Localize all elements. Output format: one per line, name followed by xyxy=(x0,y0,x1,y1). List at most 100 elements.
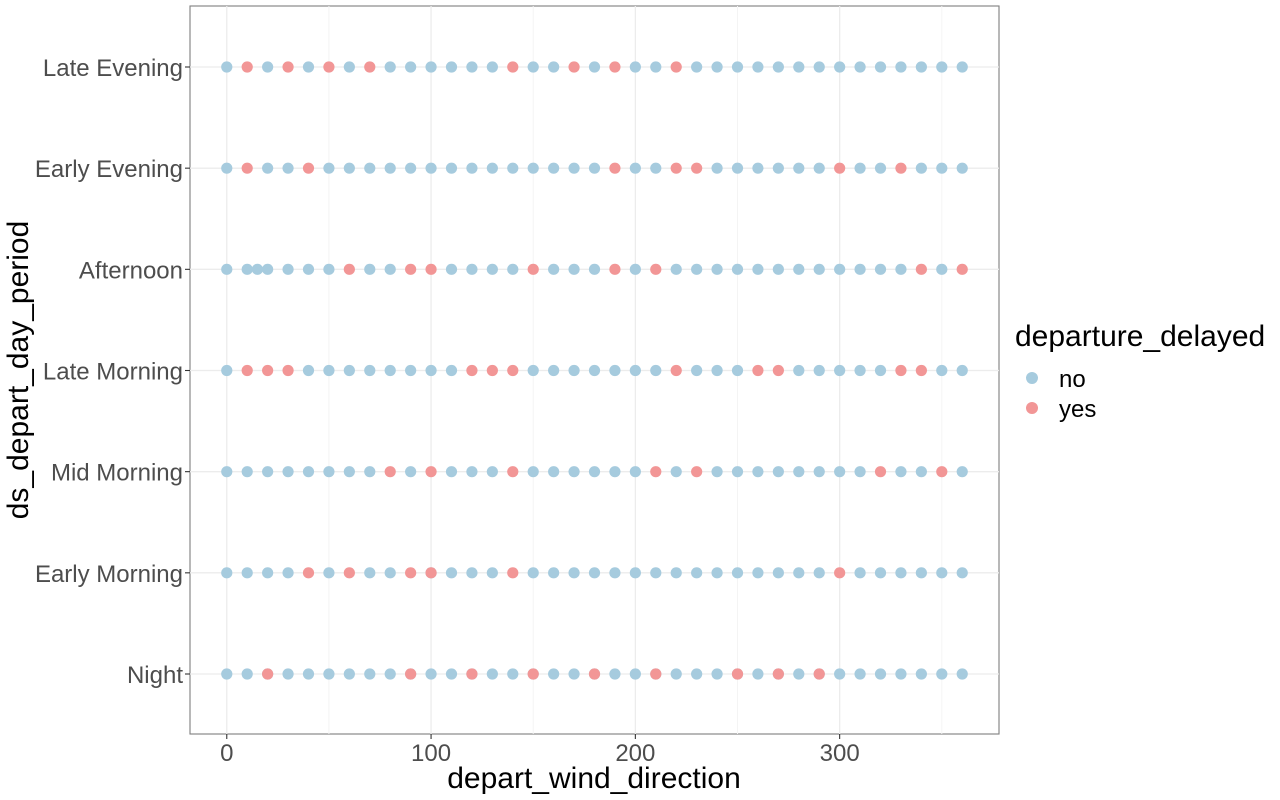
legend-label-no: no xyxy=(1059,366,1086,393)
data-point-no xyxy=(711,162,723,174)
data-point-no xyxy=(609,364,621,377)
data-point-no xyxy=(445,466,458,478)
data-point-yes xyxy=(874,466,887,478)
legend-key-no xyxy=(1026,372,1038,384)
data-point-no xyxy=(711,668,723,680)
data-point-no xyxy=(343,668,355,680)
data-point-yes xyxy=(527,263,539,275)
data-point-no xyxy=(568,364,580,377)
data-point-yes xyxy=(302,162,315,174)
data-point-no xyxy=(834,364,846,377)
data-point-no xyxy=(813,567,825,579)
data-point-no xyxy=(650,61,662,73)
data-point-no xyxy=(834,668,846,680)
data-point-no xyxy=(650,162,662,174)
data-point-no xyxy=(629,61,641,73)
data-point-no xyxy=(874,263,887,275)
data-point-no xyxy=(915,668,927,680)
data-point-no xyxy=(588,162,601,174)
data-point-no xyxy=(251,263,264,275)
data-point-no xyxy=(915,162,927,174)
data-point-no xyxy=(445,162,458,174)
data-point-no xyxy=(629,466,641,478)
data-point-no xyxy=(834,61,846,73)
x-tick-label: 200 xyxy=(615,740,655,767)
data-point-yes xyxy=(915,364,927,377)
data-point-yes xyxy=(609,61,621,73)
x-axis-ticks: 0 100 200 300 xyxy=(220,734,860,767)
data-point-no xyxy=(772,567,784,579)
data-point-no xyxy=(956,61,968,73)
data-point-no xyxy=(548,162,560,174)
data-point-no xyxy=(507,263,519,275)
data-point-no xyxy=(936,668,948,680)
y-tick-label: Early Evening xyxy=(35,156,183,183)
x-tick-label: 0 xyxy=(220,740,233,767)
data-point-yes xyxy=(691,466,703,478)
data-point-yes xyxy=(772,668,784,680)
data-point-no xyxy=(486,61,498,73)
data-point-no xyxy=(772,263,784,275)
data-point-yes xyxy=(425,466,437,478)
data-point-yes xyxy=(343,263,355,275)
data-point-no xyxy=(854,668,866,680)
data-point-yes xyxy=(405,567,417,579)
data-point-no xyxy=(282,567,294,579)
data-point-yes xyxy=(772,364,784,377)
data-point-no xyxy=(527,567,539,579)
data-point-no xyxy=(221,263,233,275)
data-point-yes xyxy=(527,668,539,680)
data-point-yes xyxy=(343,567,355,579)
data-point-yes xyxy=(834,567,846,579)
y-tick-label: Early Morning xyxy=(35,561,183,588)
data-point-no xyxy=(384,263,396,275)
data-point-yes xyxy=(507,61,519,73)
data-point-no xyxy=(895,263,907,275)
data-point-no xyxy=(752,263,764,275)
data-point-no xyxy=(527,162,539,174)
data-point-yes xyxy=(609,162,621,174)
data-point-no xyxy=(364,364,376,377)
data-point-no xyxy=(874,364,887,377)
data-point-no xyxy=(548,364,560,377)
data-point-no xyxy=(405,364,417,377)
data-point-no xyxy=(466,263,478,275)
data-point-no xyxy=(588,263,601,275)
data-point-no xyxy=(956,466,968,478)
data-point-no xyxy=(262,567,274,579)
y-axis-ticks: Night Early Morning Mid Morning Late Mornin… xyxy=(35,55,190,689)
data-point-no xyxy=(323,668,335,680)
data-point-no xyxy=(282,668,294,680)
data-point-no xyxy=(956,364,968,377)
data-point-no xyxy=(670,567,682,579)
data-point-yes xyxy=(588,668,601,680)
data-point-no xyxy=(691,668,703,680)
data-point-no xyxy=(711,263,723,275)
data-point-no xyxy=(772,61,784,73)
data-point-no xyxy=(772,162,784,174)
data-point-yes xyxy=(956,263,968,275)
data-point-no xyxy=(568,162,580,174)
data-point-no xyxy=(915,466,927,478)
data-point-no xyxy=(323,466,335,478)
data-point-no xyxy=(221,364,233,377)
data-point-yes xyxy=(895,162,907,174)
data-point-no xyxy=(262,263,274,275)
data-point-no xyxy=(711,567,723,579)
data-point-no xyxy=(670,263,682,275)
data-point-yes xyxy=(405,668,417,680)
data-point-no xyxy=(486,263,498,275)
data-point-no xyxy=(629,668,641,680)
data-point-no xyxy=(956,668,968,680)
data-point-yes xyxy=(241,364,253,377)
data-point-yes xyxy=(364,61,376,73)
data-point-no xyxy=(691,263,703,275)
data-point-no xyxy=(445,668,458,680)
data-point-no xyxy=(752,61,764,73)
data-point-no xyxy=(241,668,253,680)
data-point-yes xyxy=(650,668,662,680)
data-point-no xyxy=(793,364,805,377)
data-point-no xyxy=(507,162,519,174)
data-point-no xyxy=(262,466,274,478)
data-point-no xyxy=(793,668,805,680)
